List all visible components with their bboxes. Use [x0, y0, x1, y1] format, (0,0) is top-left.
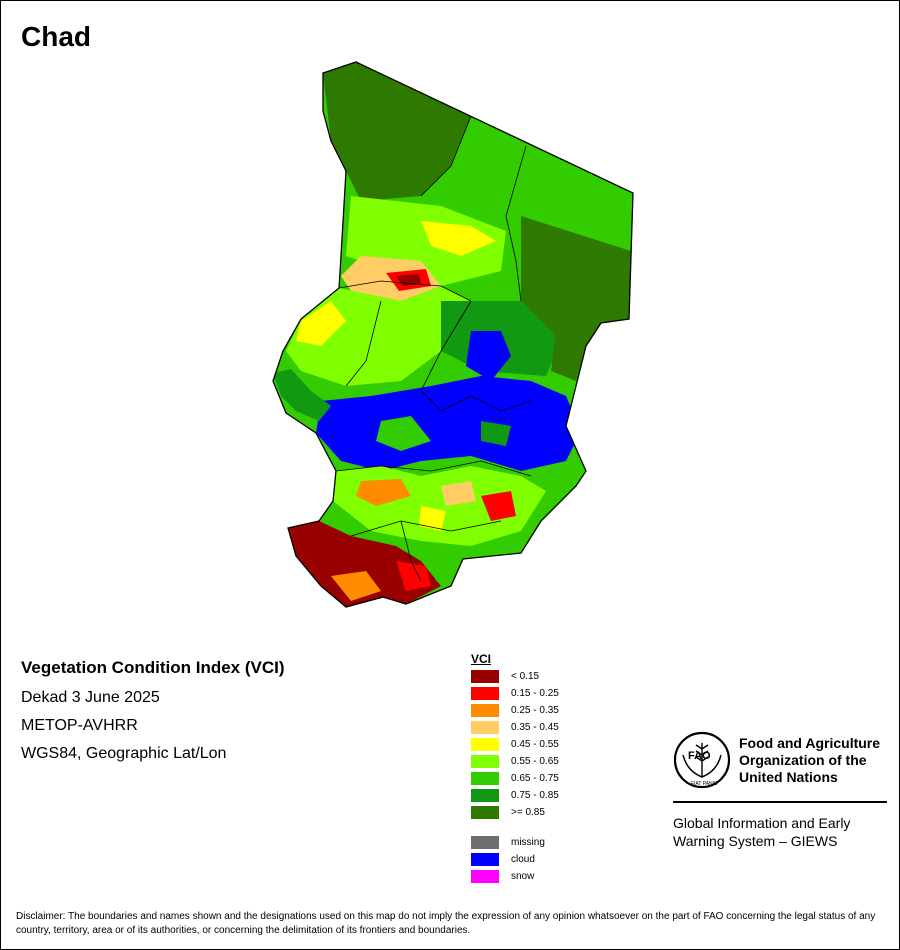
projection-label: WGS84, Geographic Lat/Lon: [21, 745, 227, 762]
legend-label: 0.65 - 0.75: [511, 773, 559, 784]
fao-org-name: Food and Agriculture Organization of the…: [739, 735, 899, 786]
legend-label: 0.35 - 0.45: [511, 722, 559, 733]
org-line-3: United Nations: [739, 769, 838, 785]
legend-item: >= 0.85: [471, 804, 559, 821]
legend-item: 0.25 - 0.35: [471, 702, 559, 719]
legend-label: >= 0.85: [511, 807, 545, 818]
fao-seal-letters: FAO: [688, 750, 711, 762]
chad-vci-map: [272, 61, 634, 608]
fao-emblem-icon: FAO FIAT PANIS: [673, 731, 731, 789]
org-line-1: Food and Agriculture: [739, 735, 881, 751]
giews-line-2: Warning System – GIEWS: [673, 833, 838, 849]
legend-item: < 0.15: [471, 668, 559, 685]
legend-item: 0.75 - 0.85: [471, 787, 559, 804]
legend-label: 0.15 - 0.25: [511, 688, 559, 699]
legend-label: 0.45 - 0.55: [511, 739, 559, 750]
legend-swatch: [471, 704, 499, 717]
logo-divider: [673, 801, 887, 803]
legend-swatch: [471, 670, 499, 683]
legend-item: snow: [471, 868, 559, 885]
legend-swatch: [471, 836, 499, 849]
disclaimer: Disclaimer: The boundaries and names sho…: [16, 911, 876, 936]
sensor-label: METOP-AVHRR: [21, 717, 138, 734]
legend-item: 0.45 - 0.55: [471, 736, 559, 753]
legend-item: missing: [471, 834, 559, 851]
legend-label: snow: [511, 871, 535, 882]
legend-swatch: [471, 687, 499, 700]
giews-line-1: Global Information and Early: [673, 815, 851, 831]
legend-label: missing: [511, 837, 545, 848]
legend-item: 0.55 - 0.65: [471, 753, 559, 770]
legend-item: 0.35 - 0.45: [471, 719, 559, 736]
legend-label: cloud: [511, 854, 535, 865]
org-line-2: Organization of the: [739, 752, 867, 768]
map-info: Vegetation Condition Index (VCI) Dekad 3…: [21, 658, 285, 773]
legend-item: cloud: [471, 851, 559, 868]
legend-swatch: [471, 806, 499, 819]
legend-swatch: [471, 853, 499, 866]
legend-label: 0.75 - 0.85: [511, 790, 559, 801]
legend-label: 0.55 - 0.65: [511, 756, 559, 767]
legend-swatch: [471, 870, 499, 883]
map-title: Chad: [21, 21, 91, 52]
legend-item: 0.65 - 0.75: [471, 770, 559, 787]
legend-swatch: [471, 738, 499, 751]
giews-name: Global Information and Early Warning Sys…: [673, 814, 893, 850]
legend-item: 0.15 - 0.25: [471, 685, 559, 702]
legend-swatch: [471, 721, 499, 734]
legend-label: 0.25 - 0.35: [511, 705, 559, 716]
period-label: Dekad 3 June 2025: [21, 689, 160, 706]
legend-swatch: [471, 789, 499, 802]
legend-swatch: [471, 772, 499, 785]
fao-seal-motto: FIAT PANIS: [691, 781, 718, 787]
vci-legend: VCI < 0.15 0.15 - 0.25 0.25 - 0.35 0.35 - 0…: [471, 652, 559, 885]
legend-title: VCI: [471, 652, 492, 666]
legend-swatch: [471, 755, 499, 768]
index-name: Vegetation Condition Index (VCI): [21, 658, 285, 677]
legend-label: < 0.15: [511, 671, 540, 682]
